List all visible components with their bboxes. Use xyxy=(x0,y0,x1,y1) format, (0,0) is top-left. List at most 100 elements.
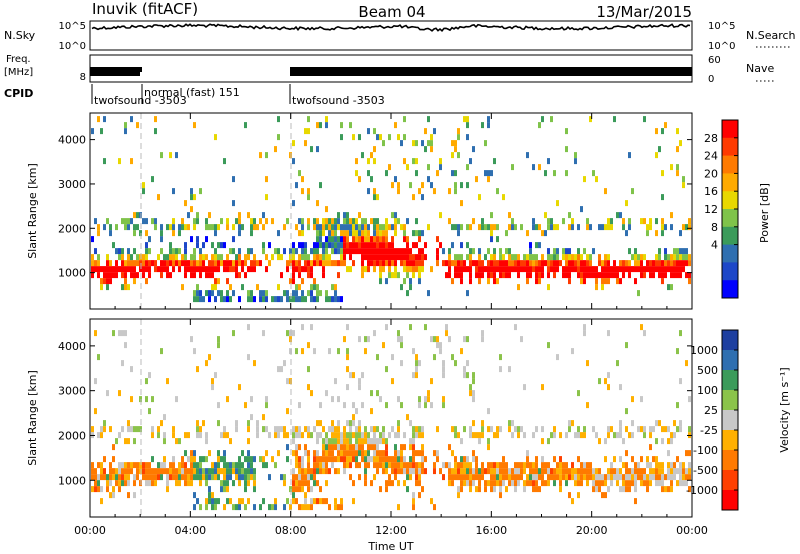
data-cell xyxy=(247,254,250,261)
data-cell xyxy=(574,432,577,439)
data-cell xyxy=(304,474,307,481)
data-cell xyxy=(331,248,334,255)
data-cell xyxy=(517,284,520,291)
data-cell xyxy=(676,248,679,255)
data-cell xyxy=(595,284,598,291)
data-cell xyxy=(526,278,529,285)
data-cell xyxy=(217,290,220,297)
data-cell xyxy=(139,462,142,469)
data-cell xyxy=(184,474,187,481)
data-cell xyxy=(613,272,616,279)
data-cell xyxy=(418,278,421,285)
data-cell xyxy=(208,474,211,481)
data-cell xyxy=(250,266,253,273)
data-cell xyxy=(628,468,631,475)
data-cell xyxy=(238,212,241,219)
data-cell xyxy=(577,492,580,499)
data-cell xyxy=(367,170,370,177)
data-cell xyxy=(370,218,373,225)
data-cell xyxy=(226,396,229,403)
data-cell xyxy=(592,248,595,255)
data-cell xyxy=(151,432,154,439)
data-cell xyxy=(376,354,379,361)
data-cell xyxy=(115,474,118,481)
data-cell xyxy=(355,450,358,457)
x-tick-label: 20:00 xyxy=(576,524,608,537)
data-cell xyxy=(379,254,382,261)
data-cell xyxy=(385,170,388,177)
data-cell xyxy=(577,456,580,463)
data-cell xyxy=(418,480,421,487)
data-cell xyxy=(676,254,679,261)
data-cell xyxy=(412,194,415,201)
data-cell xyxy=(169,272,172,279)
data-cell xyxy=(373,426,376,433)
data-cell xyxy=(106,266,109,273)
data-cell xyxy=(457,462,460,469)
data-cell xyxy=(172,462,175,469)
data-cell xyxy=(535,254,538,261)
data-cell xyxy=(538,164,541,171)
data-cell xyxy=(190,266,193,273)
data-cell xyxy=(169,260,172,267)
data-cell xyxy=(604,474,607,481)
data-cell xyxy=(547,438,550,445)
data-cell xyxy=(124,266,127,273)
data-cell xyxy=(415,170,418,177)
data-cell xyxy=(598,224,601,231)
data-cell xyxy=(406,260,409,267)
data-cell xyxy=(262,242,265,249)
data-cell xyxy=(193,492,196,499)
data-cell xyxy=(316,218,319,225)
data-cell xyxy=(295,290,298,297)
data-cell xyxy=(520,266,523,273)
data-cell xyxy=(418,474,421,481)
data-cell xyxy=(283,360,286,367)
data-cell xyxy=(484,266,487,273)
data-cell xyxy=(379,236,382,243)
data-cell xyxy=(127,480,130,487)
colorbar-swatch xyxy=(722,209,738,228)
data-cell xyxy=(610,462,613,469)
data-cell xyxy=(313,260,316,267)
data-cell xyxy=(223,462,226,469)
freq-unit: [MHz] xyxy=(4,67,33,78)
data-cell xyxy=(250,414,253,421)
data-cell xyxy=(346,266,349,273)
data-cell xyxy=(238,248,241,255)
data-cell xyxy=(280,366,283,373)
data-cell xyxy=(316,122,319,129)
data-cell xyxy=(430,378,433,385)
data-cell xyxy=(322,450,325,457)
data-cell xyxy=(376,444,379,451)
data-cell xyxy=(508,420,511,427)
data-cell xyxy=(505,272,508,279)
data-cell xyxy=(457,266,460,273)
data-cell xyxy=(568,272,571,279)
data-cell xyxy=(385,456,388,463)
data-cell xyxy=(367,438,370,445)
data-cell xyxy=(676,426,679,433)
data-cell xyxy=(199,456,202,463)
data-cell xyxy=(250,290,253,297)
data-cell xyxy=(109,480,112,487)
data-cell xyxy=(208,266,211,273)
data-cell xyxy=(370,242,373,249)
data-cell xyxy=(580,272,583,279)
data-cell xyxy=(406,414,409,421)
data-cell xyxy=(220,242,223,249)
data-cell xyxy=(394,218,397,225)
colorbar-tick-label: 100 xyxy=(697,384,718,397)
data-cell xyxy=(589,116,592,123)
data-cell xyxy=(571,260,574,267)
data-cell xyxy=(382,342,385,349)
data-cell xyxy=(217,242,220,249)
data-cell xyxy=(625,450,628,457)
data-cell xyxy=(292,260,295,267)
data-cell xyxy=(268,474,271,481)
data-cell xyxy=(151,480,154,487)
data-cell xyxy=(541,462,544,469)
data-cell xyxy=(124,462,127,469)
data-cell xyxy=(157,462,160,469)
data-cell xyxy=(370,408,373,415)
